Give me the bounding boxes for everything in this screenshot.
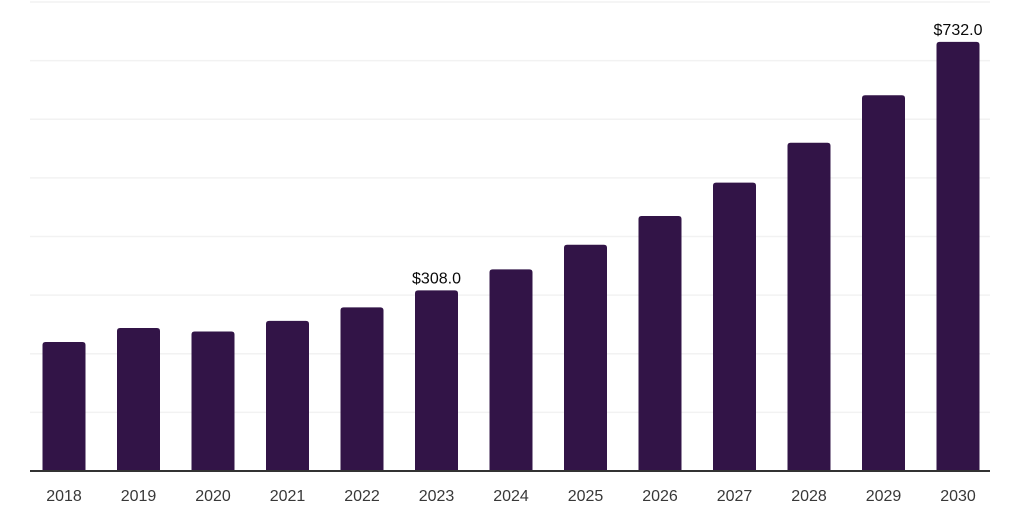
x-tick-label: 2018 bbox=[46, 488, 82, 505]
bar-value-label: $308.0 bbox=[412, 270, 461, 287]
bar bbox=[42, 342, 86, 471]
bar bbox=[489, 269, 533, 471]
bar bbox=[191, 331, 235, 471]
bar bbox=[713, 182, 756, 471]
x-tick-label: 2022 bbox=[344, 488, 380, 505]
bar bbox=[117, 327, 160, 471]
x-tick-label: 2021 bbox=[270, 488, 306, 505]
x-tick-label: 2028 bbox=[791, 488, 827, 505]
bar bbox=[787, 142, 831, 471]
x-tick-label: 2025 bbox=[568, 488, 604, 505]
bar bbox=[266, 320, 309, 471]
x-tick-label: 2029 bbox=[866, 488, 902, 505]
bar bbox=[564, 244, 607, 471]
bar bbox=[340, 307, 384, 471]
bar bbox=[936, 41, 980, 472]
x-tick-label: 2019 bbox=[121, 488, 157, 505]
x-tick-label: 2030 bbox=[940, 488, 976, 505]
x-tick-label: 2020 bbox=[195, 488, 231, 505]
bar bbox=[862, 95, 905, 472]
x-tick-label: 2023 bbox=[419, 488, 455, 505]
bar-value-label: $732.0 bbox=[934, 22, 983, 39]
bar bbox=[415, 290, 458, 471]
x-tick-label: 2024 bbox=[493, 488, 529, 505]
x-tick-label: 2027 bbox=[717, 488, 753, 505]
x-tick-label: 2026 bbox=[642, 488, 678, 505]
bar bbox=[638, 215, 682, 471]
